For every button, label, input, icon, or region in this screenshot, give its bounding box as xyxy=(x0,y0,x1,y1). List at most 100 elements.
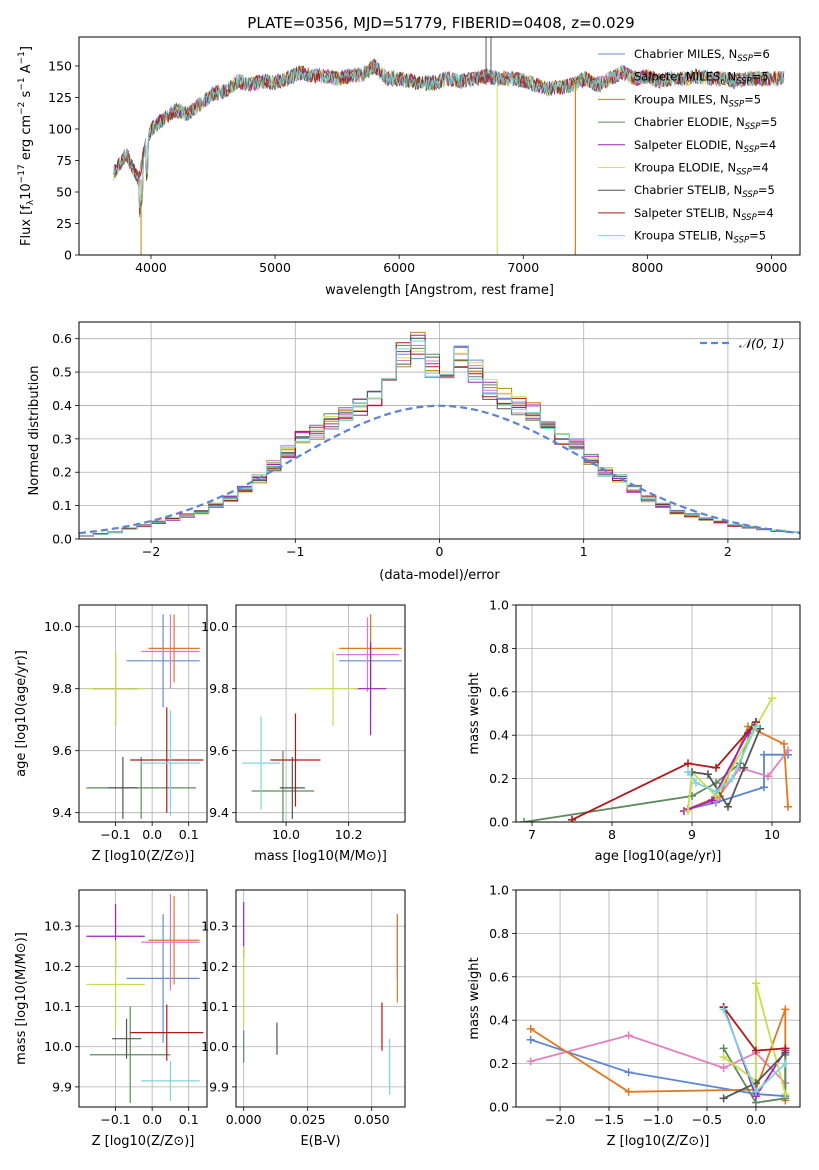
legend-sub: SSP xyxy=(734,236,750,246)
series-marker xyxy=(712,787,720,796)
y-tick-label: 0.0 xyxy=(489,1100,509,1115)
y-tick-label: 0 xyxy=(64,248,72,263)
y-axis-label: mass weight xyxy=(467,672,482,754)
series-marker xyxy=(684,759,692,768)
errorbar-point xyxy=(307,651,359,726)
x-tick-label: 10 xyxy=(764,827,780,842)
y-axis-label-part: erg cm xyxy=(19,115,34,164)
x-tick-label: −2 xyxy=(142,544,160,559)
x-tick-label: −1 xyxy=(286,544,304,559)
legend-sub: SSP xyxy=(729,99,745,109)
x-tick-label: 9000 xyxy=(756,260,788,275)
legend-text: Chabrier MILES, N xyxy=(634,47,737,61)
legend-text: Kroupa STELIB, N xyxy=(634,229,734,243)
normal-curve xyxy=(79,404,800,535)
x-tick-label: −2.0 xyxy=(545,1112,575,1127)
series-line xyxy=(687,697,773,812)
x-tick-label: 0.1 xyxy=(179,1112,199,1127)
y-axis-label: mass [log10(M/M⊙)] xyxy=(14,932,29,1065)
y-tick-label: 0.1 xyxy=(52,498,72,513)
errorbar-point xyxy=(89,1006,171,1103)
y-tick-label: 10.2 xyxy=(44,959,72,974)
panel-age_vs_Z: −0.1 0.0 0.1 9.4 9.6 9.8 10.0 Z [log10(Z/Z⊙)] ag… xyxy=(14,604,208,864)
legend-value: =4 xyxy=(752,161,769,175)
errorbar-point xyxy=(279,756,305,819)
legend-value: =4 xyxy=(757,206,774,220)
x-axis-label: mass [log10(M/M⊙)] xyxy=(254,849,387,864)
y-axis-label: age [log10(age/yr)] xyxy=(14,650,29,777)
y-tick-label: 10.0 xyxy=(201,619,229,634)
y-axis-label-part: ] xyxy=(19,46,34,51)
y-tick-label: 1.0 xyxy=(489,883,509,898)
series-marker xyxy=(526,1024,535,1033)
y-tick-label: 10.1 xyxy=(201,999,229,1014)
y-tick-label: 0.0 xyxy=(52,532,72,547)
series-marker xyxy=(684,768,692,777)
legend-text: Chabrier ELODIE, N xyxy=(634,115,745,129)
y-axis-label-part: −17 xyxy=(17,164,27,183)
series-marker xyxy=(764,772,772,781)
series-marker xyxy=(781,1059,790,1068)
series-marker xyxy=(704,770,712,779)
series-marker xyxy=(781,1005,790,1014)
x-tick-label: 0.050 xyxy=(354,1112,390,1127)
series-marker xyxy=(624,1087,633,1096)
axes-frame xyxy=(78,36,801,256)
y-axis-label: mass weight xyxy=(467,957,482,1039)
y-tick-label: 0.2 xyxy=(489,771,509,786)
x-tick-label: 7 xyxy=(528,827,536,842)
y-tick-label: 0.3 xyxy=(52,431,72,446)
panel-mass_vs_Z: −0.1 0.0 0.1 9.9 10.0 10.1 10.2 10.3 Z [log10(Z/… xyxy=(14,889,208,1149)
errorbar-point xyxy=(86,940,145,1029)
series-marker xyxy=(719,1094,728,1103)
x-tick-label: 0.0 xyxy=(746,1112,766,1127)
series-marker xyxy=(719,1044,728,1053)
series-marker xyxy=(684,807,692,816)
y-tick-label: 10.0 xyxy=(44,619,72,634)
series-marker xyxy=(719,1053,728,1062)
series-marker xyxy=(520,818,528,822)
y-tick-label: 0.8 xyxy=(489,926,509,941)
series-marker xyxy=(751,979,760,988)
y-tick-label: 10.0 xyxy=(44,1039,72,1054)
legend-label: Kroupa MILES, NSSP=5 xyxy=(634,92,761,109)
series-marker xyxy=(719,1063,728,1072)
errorbar-point xyxy=(141,1060,200,1101)
histogram-series xyxy=(79,340,800,539)
y-tick-label: 10.0 xyxy=(201,1039,229,1054)
legend-sub: SSP xyxy=(742,190,758,200)
series-marker xyxy=(781,1089,790,1098)
errorbar-point xyxy=(86,651,145,726)
errorbar-point xyxy=(130,1004,204,1061)
panel-mass_weight_vs_age: 7 8 9 10 0.0 0.2 0.4 0.6 0.8 1.0 age [log10(age/yr… xyxy=(467,598,801,864)
x-tick-label: −0.1 xyxy=(100,827,130,842)
legend-label: Chabrier STELIB, NSSP=5 xyxy=(634,183,775,200)
series-marker xyxy=(752,722,760,731)
legend-sub: SSP xyxy=(737,54,753,64)
errorbar-group xyxy=(242,614,402,822)
x-axis-label: age [log10(age/yr)] xyxy=(595,849,722,864)
y-tick-label: 9.6 xyxy=(209,743,229,758)
y-axis-label-part: 10 xyxy=(19,183,34,200)
x-axis-label: Z [log10(Z/Z⊙)] xyxy=(92,1134,195,1149)
spectrum-lines xyxy=(113,37,785,255)
series-marker xyxy=(780,739,788,748)
axes-frame xyxy=(515,889,801,1108)
series-line xyxy=(571,721,757,821)
series-marker xyxy=(784,802,792,811)
series-marker xyxy=(526,1057,535,1066)
x-tick-label: 5000 xyxy=(259,260,291,275)
legend-text: Chabrier STELIB, N xyxy=(634,183,742,197)
legend-text: Salpeter STELIB, N xyxy=(634,206,741,220)
y-tick-label: 150 xyxy=(48,58,72,73)
errorbar-point xyxy=(126,914,200,1043)
errorbar-group xyxy=(86,894,204,1103)
panel-mass_weight_vs_Z: −2.0 −1.5 −1.0 −0.5 0.0 0.0 0.2 0.4 0.6 0.8 1.0 Z [… xyxy=(467,883,801,1149)
y-tick-label: 10.3 xyxy=(44,919,72,934)
x-tick-label: −0.5 xyxy=(692,1112,722,1127)
panel-residuals: −2 −1 0 1 2 0.0 0.1 0.2 0.3 0.4 0.5 0.6 𝒩(0, 1) (data… xyxy=(27,321,801,583)
axes-frame xyxy=(78,889,208,1108)
errorbar-point xyxy=(86,756,197,819)
x-tick-label: 0.025 xyxy=(290,1112,326,1127)
